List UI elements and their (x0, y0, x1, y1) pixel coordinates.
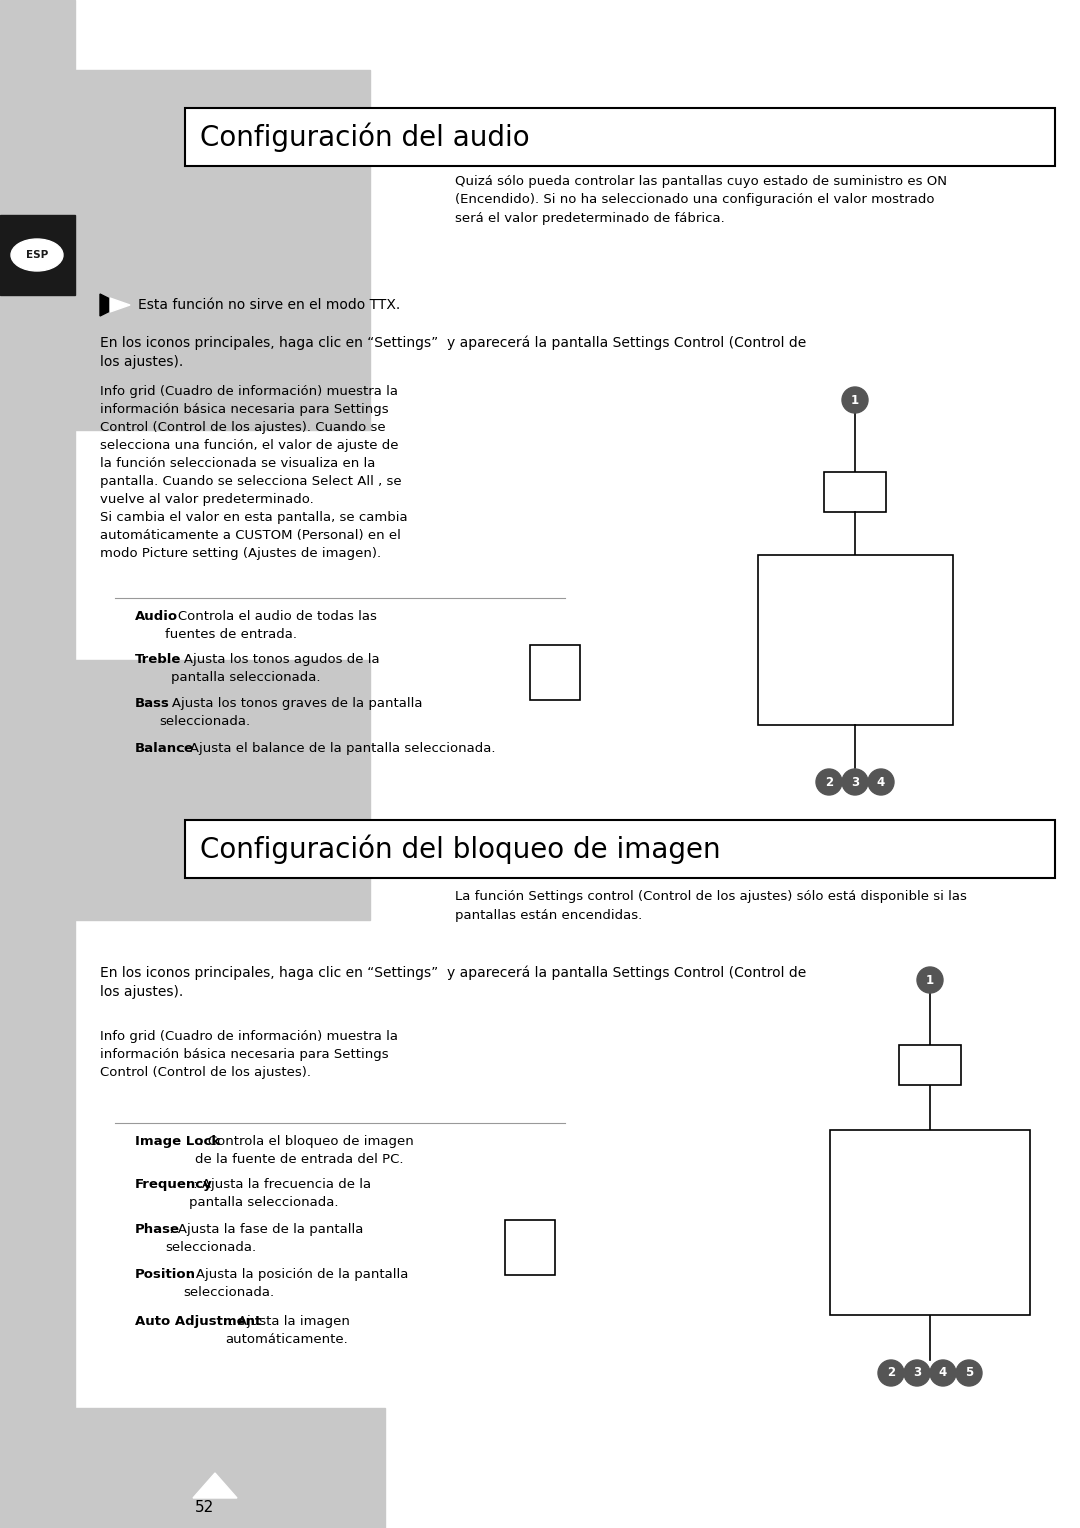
Polygon shape (110, 298, 130, 312)
Text: Info grid (Cuadro de información) muestra la
información básica necesaria para S: Info grid (Cuadro de información) muestr… (100, 1030, 399, 1079)
Bar (824, 472, 886, 512)
Ellipse shape (11, 238, 63, 270)
Text: Configuración del bloqueo de imagen: Configuración del bloqueo de imagen (200, 834, 720, 863)
Text: 1: 1 (851, 394, 859, 406)
Circle shape (816, 769, 842, 795)
Bar (75, 660, 370, 920)
Circle shape (956, 1360, 982, 1386)
Circle shape (868, 769, 894, 795)
Text: 4: 4 (939, 1366, 947, 1380)
Circle shape (842, 387, 868, 413)
Text: : Controla el bloqueo de imagen
de la fuente de entrada del PC.: : Controla el bloqueo de imagen de la fu… (195, 1135, 414, 1166)
Circle shape (917, 967, 943, 993)
Circle shape (904, 1360, 930, 1386)
Circle shape (878, 1360, 904, 1386)
Text: 3: 3 (851, 776, 859, 788)
Bar (758, 555, 953, 724)
Text: 4: 4 (877, 776, 886, 788)
Text: Position: Position (135, 1268, 195, 1280)
Bar (75, 70, 370, 429)
Text: Info grid (Cuadro de información) muestra la
información básica necesaria para S: Info grid (Cuadro de información) muestr… (100, 385, 407, 559)
Text: : Ajusta los tonos graves de la pantalla
seleccionada.: : Ajusta los tonos graves de la pantalla… (159, 697, 422, 727)
Bar (831, 1131, 1030, 1316)
Bar (505, 1219, 555, 1274)
Circle shape (930, 1360, 956, 1386)
Text: : Ajusta el balance de la pantalla seleccionada.: : Ajusta el balance de la pantalla selec… (177, 743, 496, 755)
Circle shape (842, 769, 868, 795)
Text: Auto Adjustment: Auto Adjustment (135, 1316, 261, 1328)
Text: : Ajusta la frecuencia de la
pantalla seleccionada.: : Ajusta la frecuencia de la pantalla se… (189, 1178, 372, 1209)
Text: : Ajusta los tonos agudos de la
pantalla seleccionada.: : Ajusta los tonos agudos de la pantalla… (171, 652, 380, 685)
Text: : Ajusta la fase de la pantalla
seleccionada.: : Ajusta la fase de la pantalla seleccio… (165, 1222, 363, 1254)
Text: : Controla el audio de todas las
fuentes de entrada.: : Controla el audio de todas las fuentes… (165, 610, 377, 642)
Text: 5: 5 (964, 1366, 973, 1380)
Text: : Ajusta la imagen
automáticamente.: : Ajusta la imagen automáticamente. (225, 1316, 350, 1346)
Text: Phase: Phase (135, 1222, 180, 1236)
Bar (530, 645, 580, 700)
Text: 2: 2 (887, 1366, 895, 1380)
Text: En los iconos principales, haga clic en “Settings”  y aparecerá la pantalla Sett: En los iconos principales, haga clic en … (100, 335, 807, 368)
Text: 1: 1 (926, 973, 934, 987)
Bar (0, 215, 75, 295)
Polygon shape (100, 293, 122, 316)
Bar (0, 0, 75, 1528)
Bar (75, 1407, 384, 1528)
Bar (185, 108, 1055, 167)
Text: Image Lock: Image Lock (135, 1135, 220, 1148)
Polygon shape (193, 1473, 237, 1497)
Text: La función Settings control (Control de los ajustes) sólo está disponible si las: La función Settings control (Control de … (455, 889, 967, 921)
Text: Quizá sólo pueda controlar las pantallas cuyo estado de suministro es ON
(Encend: Quizá sólo pueda controlar las pantallas… (455, 176, 947, 225)
Text: Audio: Audio (135, 610, 178, 623)
Text: Balance: Balance (135, 743, 194, 755)
Text: Frequency: Frequency (135, 1178, 213, 1190)
Text: Treble: Treble (135, 652, 181, 666)
Text: 3: 3 (913, 1366, 921, 1380)
Text: Esta función no sirve en el modo TTX.: Esta función no sirve en el modo TTX. (138, 298, 401, 312)
Bar (185, 821, 1055, 879)
Text: Configuración del audio: Configuración del audio (200, 122, 529, 151)
Text: Bass: Bass (135, 697, 170, 711)
Text: ESP: ESP (26, 251, 49, 260)
Text: En los iconos principales, haga clic en “Settings”  y aparecerá la pantalla Sett: En los iconos principales, haga clic en … (100, 966, 807, 999)
Text: 52: 52 (195, 1500, 214, 1514)
Text: : Ajusta la posición de la pantalla
seleccionada.: : Ajusta la posición de la pantalla sele… (183, 1268, 408, 1299)
Bar (899, 1045, 961, 1085)
Text: 2: 2 (825, 776, 833, 788)
